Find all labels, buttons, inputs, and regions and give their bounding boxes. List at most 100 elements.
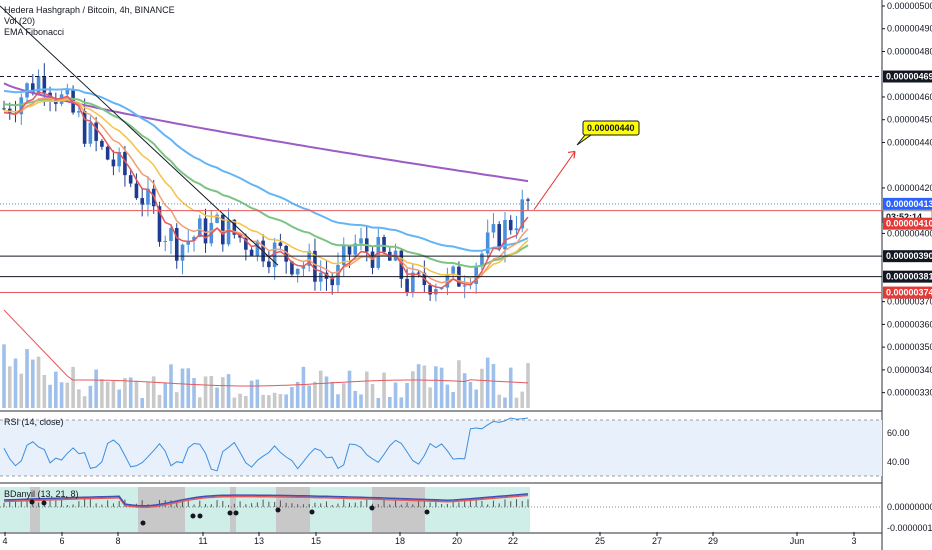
candle-body <box>192 236 196 241</box>
volume-bar <box>290 387 294 408</box>
candle-body <box>157 206 162 242</box>
price-axis-label: 0.00000420 <box>887 183 932 193</box>
candle-body <box>341 246 346 265</box>
candle-body <box>255 240 260 256</box>
candle-body <box>514 228 519 231</box>
candle-body <box>347 246 352 255</box>
volume-bar <box>169 364 173 408</box>
ema-indicator-label: EMA Fibonacci <box>4 27 65 37</box>
time-axis-label: 25 <box>595 536 605 546</box>
volume-bar <box>508 367 513 408</box>
volume-ma-line <box>3 309 529 387</box>
volume-bar <box>117 389 121 408</box>
volume-bar <box>382 372 386 408</box>
time-axis-label: 3 <box>851 536 856 546</box>
volume-bar <box>451 392 455 408</box>
volume-bar <box>341 383 346 408</box>
volume-bar <box>474 389 478 408</box>
indicator-zone <box>185 487 230 532</box>
bottom-axis-label: 0.00000000 <box>887 502 932 512</box>
volume-bar <box>491 363 496 408</box>
rsi-axis-label: 60.00 <box>887 428 910 438</box>
candle-body <box>480 253 484 266</box>
target-callout-pointer <box>576 134 593 146</box>
volume-bar <box>232 397 237 408</box>
candle-body <box>65 89 70 95</box>
ema-yellow-line <box>3 98 529 279</box>
candle-body <box>128 175 133 184</box>
crossover-dot <box>424 509 430 515</box>
candle-body <box>2 108 6 110</box>
crossover-dot <box>275 507 281 513</box>
volume-bar <box>226 374 231 408</box>
volume-bar <box>457 360 461 408</box>
candle-body <box>520 199 525 229</box>
price-axis-label: 0.00000350 <box>887 342 932 352</box>
volume-bar <box>215 387 219 408</box>
crossover-dot <box>29 499 35 505</box>
volume-bar <box>295 381 300 408</box>
candle-body <box>284 245 288 262</box>
candle-body <box>278 242 283 246</box>
volume-bar <box>301 366 306 408</box>
candle-body <box>462 285 467 287</box>
volume-bar <box>364 371 369 408</box>
candle-body <box>508 220 513 231</box>
indicator-zone <box>230 487 236 532</box>
price-axis-label: 0.00000360 <box>887 319 932 329</box>
volume-bar <box>30 359 35 408</box>
main-legend: Hedera Hashgraph / Bitcoin, 4h, BINANCE … <box>4 5 175 38</box>
candle-body <box>88 122 93 144</box>
candle-body <box>169 228 173 241</box>
volume-bar <box>174 392 179 408</box>
crossover-dot <box>190 513 196 519</box>
volume-bar <box>497 394 502 408</box>
time-axis-label: 20 <box>452 536 462 546</box>
candle-body <box>226 219 231 245</box>
volume-bar <box>330 381 335 408</box>
volume-bar <box>272 392 277 408</box>
volume-bar <box>405 382 409 408</box>
price-tag <box>883 286 932 299</box>
candle-body <box>111 159 116 167</box>
candle-body <box>197 218 202 237</box>
indicator-zone <box>30 487 40 532</box>
time-axis-label: 13 <box>254 536 264 546</box>
volume-bar <box>100 379 104 408</box>
candle-body <box>215 214 219 223</box>
volume-bar <box>261 394 265 408</box>
ema-green-line <box>3 97 529 268</box>
price-tag <box>883 217 932 230</box>
volume-bar <box>82 396 87 408</box>
volume-bar <box>192 378 196 408</box>
indicator-zone <box>40 487 138 532</box>
price-axis-label: 0.00000340 <box>887 365 932 375</box>
candle-body <box>221 214 225 245</box>
volume-bar <box>388 396 392 408</box>
time-axis-label: Jun <box>790 536 805 546</box>
candle-body <box>405 278 409 292</box>
crossover-dot <box>227 510 233 516</box>
volume-bar <box>434 366 438 408</box>
candle-body <box>77 111 81 113</box>
volume-bar <box>157 394 162 408</box>
candle-body <box>249 249 254 256</box>
volume-bar <box>307 385 311 408</box>
candle-body <box>324 272 329 279</box>
volume-bar <box>526 363 530 408</box>
candle-body <box>267 261 271 268</box>
volume-bar <box>370 384 375 408</box>
candle-body <box>134 183 139 199</box>
target-callout-label: 0.00000440 <box>587 123 635 133</box>
time-axis-label: 22 <box>508 536 518 546</box>
volume-bar <box>2 344 6 408</box>
indicator-zone <box>425 487 530 532</box>
candle-body <box>503 220 507 250</box>
candle-body <box>140 198 144 205</box>
price-axis-label: 0.00000400 <box>887 228 932 238</box>
time-axis-label: 4 <box>2 536 7 546</box>
volume-bar <box>7 366 12 408</box>
candle-body <box>203 218 208 244</box>
price-tag-label: 03:52:14 <box>886 212 922 222</box>
